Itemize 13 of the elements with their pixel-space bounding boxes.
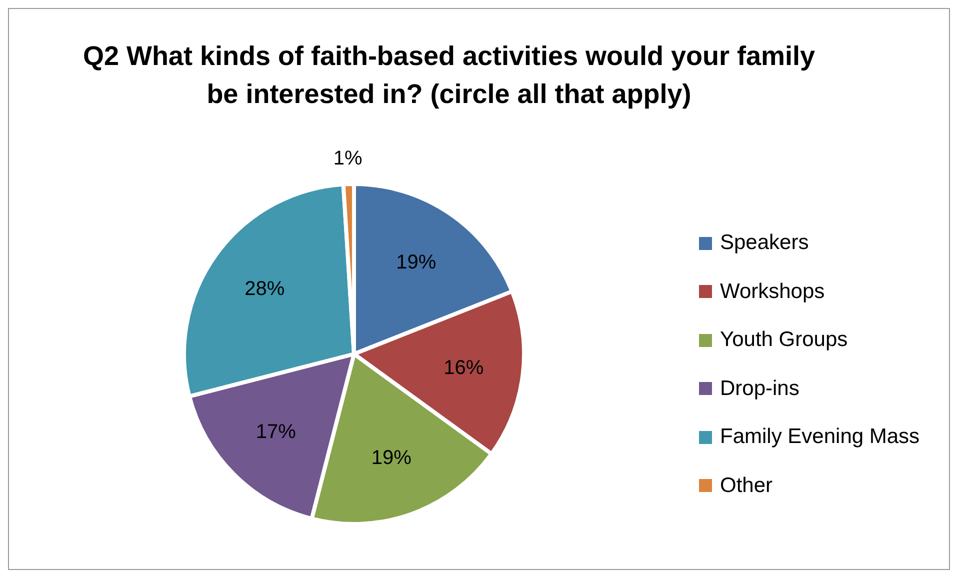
chart-title: Q2 What kinds of faith-based activities would your family be interested in? (circle all that apply) [82, 40, 816, 111]
legend-label: Family Evening Mass [720, 425, 920, 450]
data-label: 19% [371, 446, 412, 469]
legend-label: Other [720, 474, 773, 498]
data-label: 16% [444, 356, 484, 379]
legend-label: Drop-ins [720, 376, 800, 401]
data-label: 1% [333, 148, 363, 170]
data-label: 17% [256, 421, 296, 444]
legend-label: Youth Groups [720, 328, 848, 352]
legend-label: Speakers [720, 231, 809, 256]
legend-label: Workshops [720, 280, 825, 304]
data-label: 19% [396, 252, 436, 274]
data-label: 28% [244, 278, 285, 300]
